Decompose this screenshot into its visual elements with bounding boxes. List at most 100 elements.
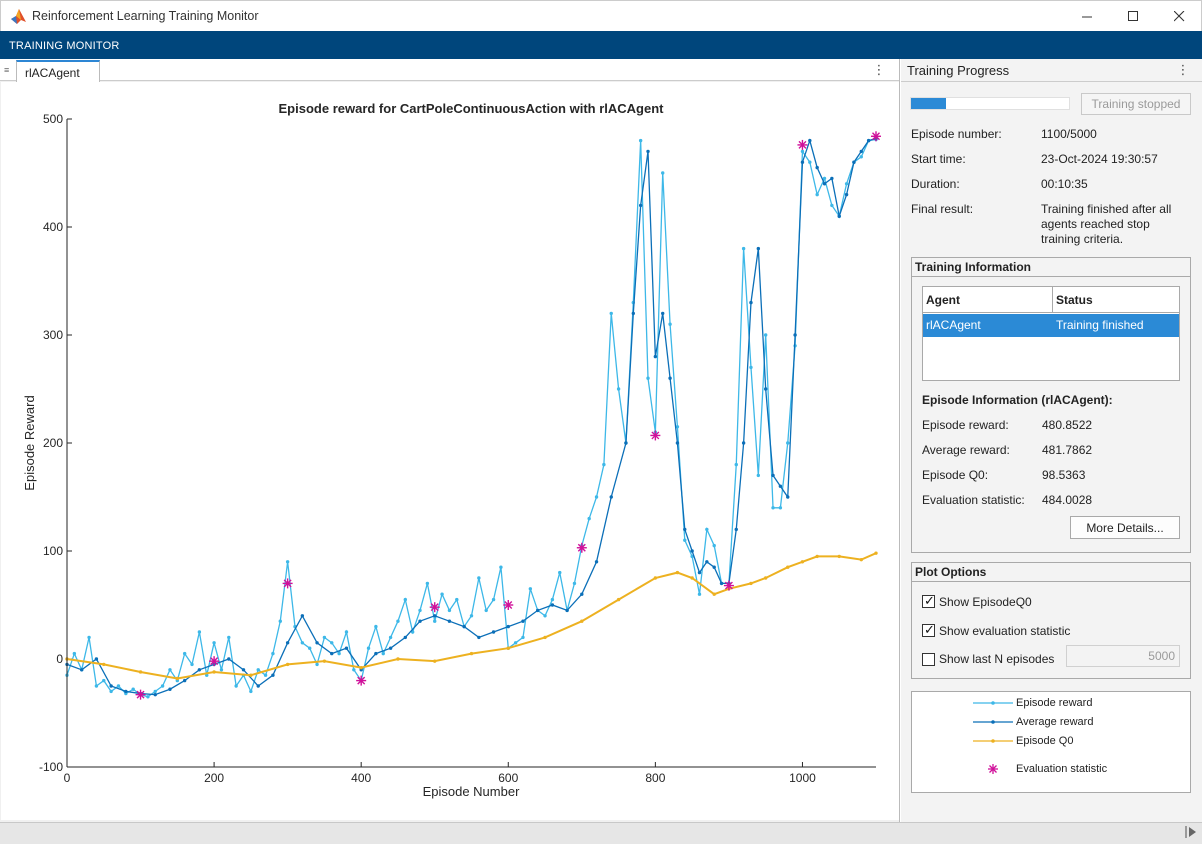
final-result-label: Final result:	[911, 202, 974, 216]
column-header-status[interactable]: Status	[1053, 287, 1179, 313]
data-point-average-reward	[852, 160, 856, 164]
data-point-average-reward	[800, 160, 805, 164]
last-n-episodes-input[interactable]	[1066, 645, 1180, 667]
ribbon-tab-training-monitor[interactable]: TRAINING MONITOR	[9, 40, 120, 52]
more-details-button[interactable]: More Details...	[1070, 516, 1180, 539]
data-point-episode-reward	[352, 668, 356, 672]
evaluation-marker	[723, 580, 734, 591]
document-menu-icon[interactable]: ⋮	[872, 62, 886, 77]
episode-q0-label: Episode Q0:	[922, 468, 989, 482]
column-header-agent[interactable]: Agent	[923, 287, 1053, 313]
episode-reward-label: Episode reward:	[922, 418, 1009, 432]
data-point-episode-reward	[418, 608, 422, 613]
show-last-n-episodes-checkbox[interactable]	[922, 653, 935, 666]
data-point-average-reward	[771, 473, 775, 478]
data-point-episode-reward	[572, 581, 577, 586]
data-point-average-reward	[241, 668, 246, 672]
status-strip	[0, 822, 1202, 844]
data-point-episode-reward	[197, 630, 202, 634]
data-point-episode-reward	[668, 322, 672, 326]
data-point-episode-q0	[859, 557, 863, 562]
data-point-episode-reward	[609, 311, 613, 316]
training-information-panel: Training Information Agent Status rlACAg…	[911, 257, 1191, 553]
evaluation-marker	[871, 131, 881, 142]
x-tick-label: 600	[498, 771, 518, 785]
data-point-episode-q0	[815, 554, 819, 559]
data-point-episode-reward	[830, 203, 834, 208]
tab-rlacagent[interactable]: rlACAgent	[16, 60, 100, 82]
data-point-episode-reward	[771, 506, 775, 510]
duration-value: 00:10:35	[1041, 177, 1088, 191]
show-episode-q0-checkbox[interactable]: ✓	[922, 593, 935, 608]
data-point-average-reward	[844, 192, 849, 197]
data-point-average-reward	[227, 657, 231, 661]
x-tick-label: 200	[204, 771, 224, 785]
data-point-episode-reward	[712, 543, 716, 548]
legend-marker-episode-reward	[991, 701, 995, 705]
data-point-episode-reward	[249, 689, 253, 694]
episode-information-title: Episode Information (rlACAgent):	[922, 393, 1113, 407]
y-axis-label: Episode Reward	[22, 395, 37, 490]
data-point-episode-reward	[403, 597, 408, 602]
data-point-average-reward	[462, 624, 466, 629]
legend-marker-evaluation	[988, 764, 998, 774]
data-point-average-reward	[756, 246, 761, 251]
data-point-episode-reward	[168, 668, 172, 672]
data-point-average-reward	[315, 641, 319, 645]
close-button[interactable]	[1156, 1, 1202, 32]
minimize-button[interactable]	[1064, 1, 1110, 32]
data-point-episode-reward	[616, 387, 621, 391]
data-point-episode-reward	[278, 619, 282, 623]
data-point-average-reward	[594, 560, 599, 564]
show-evaluation-statistic-checkbox[interactable]: ✓	[922, 622, 935, 637]
drag-handle-icon[interactable]: ≡	[4, 65, 10, 75]
average-reward-label: Average reward:	[922, 443, 1010, 457]
evaluation-marker	[650, 430, 661, 441]
final-result-value: Training finished after all agents reach…	[1041, 202, 1172, 246]
data-point-average-reward	[638, 203, 643, 208]
show-episode-q0-label[interactable]: Show EpisodeQ0	[939, 595, 1032, 609]
data-point-average-reward	[866, 138, 871, 143]
data-point-episode-reward	[646, 376, 650, 380]
chart-title: Episode reward for CartPoleContinuousAct…	[279, 101, 665, 116]
table-row[interactable]: rlACAgent Training finished	[923, 314, 1179, 337]
data-point-episode-q0	[749, 581, 753, 586]
data-point-episode-reward	[425, 581, 430, 586]
plot-canvas[interactable]: -100 0 100 200 300 400 500 0 200 400 600 800 1000 E…	[1, 82, 899, 820]
episode-reward-value: 480.8522	[1042, 418, 1093, 432]
average-reward-value: 481.7862	[1042, 443, 1093, 457]
data-point-episode-q0	[396, 657, 400, 661]
x-tick-label: 1000	[789, 771, 816, 785]
data-point-episode-reward	[543, 614, 547, 618]
episode-number-label: Episode number:	[911, 127, 1002, 141]
training-information-title: Training Information	[915, 260, 1031, 274]
data-point-episode-reward	[440, 592, 444, 596]
data-point-episode-q0	[800, 560, 805, 564]
data-point-average-reward	[109, 684, 113, 688]
data-point-episode-q0	[138, 670, 143, 674]
data-point-episode-reward	[800, 149, 805, 154]
data-point-episode-q0	[469, 651, 474, 656]
evaluation-marker	[282, 578, 293, 589]
training-stopped-button[interactable]: Training stopped	[1081, 93, 1191, 115]
data-point-episode-q0	[690, 576, 694, 580]
agent-status-table[interactable]: Agent Status rlACAgent Training finished	[922, 286, 1180, 381]
document-tab-bar: ≡ rlACAgent ⋮	[0, 59, 899, 82]
data-point-episode-reward	[705, 527, 709, 532]
data-point-average-reward	[690, 549, 694, 553]
evaluation-marker	[797, 139, 808, 150]
data-point-episode-reward	[109, 689, 113, 694]
data-point-episode-reward	[661, 171, 665, 175]
data-point-average-reward	[859, 149, 863, 154]
show-evaluation-statistic-label[interactable]: Show evaluation statistic	[939, 624, 1071, 638]
pane-menu-icon[interactable]: ⋮	[1176, 62, 1190, 77]
data-point-average-reward	[168, 687, 172, 691]
collapse-arrow-icon[interactable]	[1185, 825, 1197, 839]
show-last-n-episodes-label[interactable]: Show last N episodes	[939, 652, 1055, 666]
start-time-value: 23-Oct-2024 19:30:57	[1041, 152, 1158, 166]
data-point-average-reward	[124, 689, 128, 694]
checkmark-icon: ✓	[924, 593, 935, 608]
maximize-button[interactable]	[1110, 1, 1156, 32]
x-tick-label: 800	[645, 771, 665, 785]
